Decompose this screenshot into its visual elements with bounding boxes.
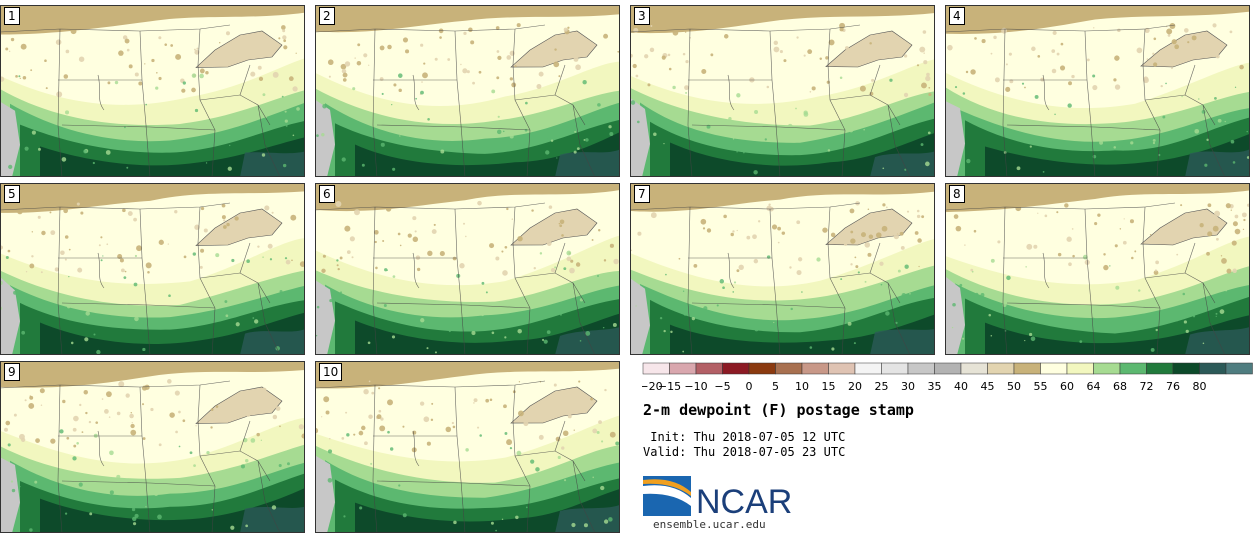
member-panel-10: 10 [315, 361, 620, 533]
chart-title: 2-m dewpoint (F) postage stamp [643, 401, 914, 419]
colorbar-tick-label: 60 [1060, 380, 1074, 393]
colorbar-swatch [1199, 362, 1227, 375]
member-number: 1 [4, 7, 20, 25]
colorbar-tick-label: 15 [822, 380, 836, 393]
colorbar-swatch [748, 362, 776, 375]
dewpoint-map [0, 5, 305, 177]
colorbar-tick-label: −5 [714, 380, 730, 393]
member-panel-7: 7 [630, 183, 935, 355]
member-number: 4 [949, 7, 965, 25]
member-number: 7 [634, 185, 650, 203]
member-number: 2 [319, 7, 335, 25]
colorbar-tick-label: 30 [901, 380, 915, 393]
dewpoint-map [945, 183, 1250, 355]
member-number: 8 [949, 185, 965, 203]
valid-time: Valid: Thu 2018-07-05 23 UTC [643, 445, 846, 459]
colorbar-tick-label: 50 [1007, 380, 1021, 393]
colorbar-swatch [1013, 362, 1041, 375]
colorbar-tick-label: 0 [746, 380, 753, 393]
colorbar-swatch [1146, 362, 1174, 375]
dewpoint-map [630, 183, 935, 355]
dewpoint-map [630, 5, 935, 177]
colorbar-tick-label: 76 [1166, 380, 1180, 393]
colorbar-tick-label: 80 [1193, 380, 1207, 393]
colorbar-swatch [987, 362, 1015, 375]
colorbar-tick-label: −10 [684, 380, 707, 393]
colorbar-tick-label: 45 [981, 380, 995, 393]
member-panel-2: 2 [315, 5, 620, 177]
dewpoint-map [0, 183, 305, 355]
colorbar-swatch [828, 362, 856, 375]
member-number: 9 [4, 363, 20, 381]
member-panel-5: 5 [0, 183, 305, 355]
dewpoint-map [315, 183, 620, 355]
ncar-url: ensemble.ucar.edu [653, 518, 766, 531]
dewpoint-colorbar: −20−15 −10 −5 0 5 10 15 20 25 30 35 40 45 50 55 60 64 68 7… [642, 362, 1253, 393]
dewpoint-map [0, 361, 305, 533]
member-number: 3 [634, 7, 650, 25]
init-time: Init: Thu 2018-07-05 12 UTC [643, 430, 846, 444]
colorbar-swatch [775, 362, 803, 375]
colorbar-tick-label: 55 [1034, 380, 1048, 393]
colorbar-swatch [695, 362, 723, 375]
colorbar-swatch [1119, 362, 1147, 375]
ncar-logo: NCAR [643, 476, 792, 518]
colorbar-tick-label: 40 [954, 380, 968, 393]
ncar-logo-text: NCAR [696, 483, 792, 518]
colorbar-swatch [669, 362, 697, 375]
colorbar-swatch [1172, 362, 1200, 375]
colorbar-swatch [881, 362, 909, 375]
colorbar-tick-label: 68 [1113, 380, 1127, 393]
dewpoint-map [315, 5, 620, 177]
member-number: 5 [4, 185, 20, 203]
colorbar-tick-label: −15 [658, 380, 681, 393]
colorbar-swatch [722, 362, 750, 375]
member-panel-4: 4 [945, 5, 1250, 177]
colorbar-tick-label: 25 [875, 380, 889, 393]
member-panel-1: 1 [0, 5, 305, 177]
member-panel-9: 9 [0, 361, 305, 533]
colorbar-swatch [1225, 362, 1253, 375]
colorbar-swatch [1066, 362, 1094, 375]
dewpoint-map [945, 5, 1250, 177]
colorbar-swatch [1093, 362, 1121, 375]
member-number: 10 [319, 363, 343, 381]
colorbar-tick-label: 10 [795, 380, 809, 393]
colorbar-tick-label: 64 [1087, 380, 1101, 393]
colorbar-tick-label: 20 [848, 380, 862, 393]
member-panel-6: 6 [315, 183, 620, 355]
colorbar-tick-label: 5 [772, 380, 779, 393]
colorbar-swatch [854, 362, 882, 375]
colorbar-swatch [801, 362, 829, 375]
member-panel-3: 3 [630, 5, 935, 177]
colorbar-swatch [907, 362, 935, 375]
member-number: 6 [319, 185, 335, 203]
colorbar-swatch [642, 362, 670, 375]
colorbar-tick-label: −20 [642, 380, 663, 393]
member-panel-8: 8 [945, 183, 1250, 355]
colorbar-swatch [960, 362, 988, 375]
colorbar-tick-label: 35 [928, 380, 942, 393]
dewpoint-map [315, 361, 620, 533]
colorbar-swatch [1040, 362, 1068, 375]
colorbar-tick-label: 72 [1140, 380, 1154, 393]
colorbar-swatch [934, 362, 962, 375]
